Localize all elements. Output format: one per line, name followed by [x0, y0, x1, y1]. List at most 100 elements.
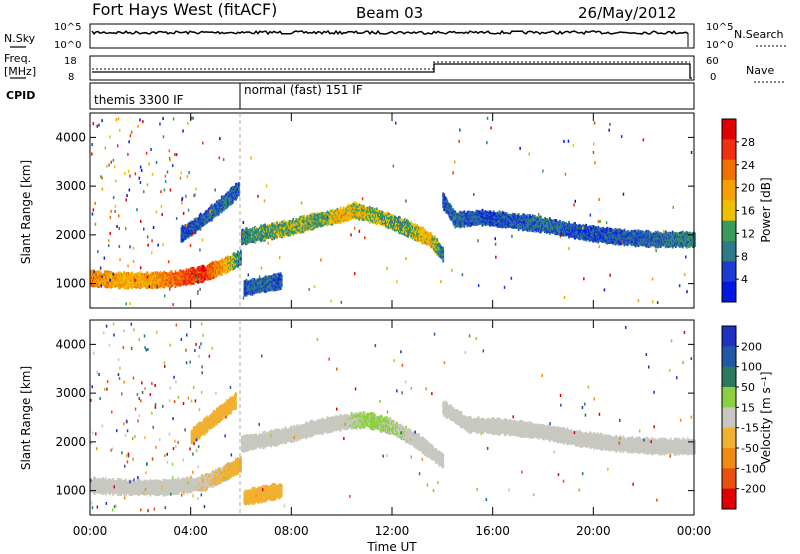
data-cell: [133, 273, 136, 276]
data-cell: [100, 278, 102, 281]
data-cell: [358, 203, 361, 207]
data-cell: [162, 272, 165, 275]
data-cell: [171, 275, 174, 278]
data-cell: [99, 273, 101, 276]
data-cell: [178, 282, 181, 285]
data-cell: [171, 273, 174, 277]
data-cell: [95, 277, 97, 281]
data-cell: [117, 278, 119, 282]
data-cell: [183, 272, 186, 275]
data-cell: [141, 275, 144, 278]
data-cell: [424, 228, 426, 231]
data-cell: [160, 282, 163, 285]
data-cell: [143, 273, 146, 276]
data-cell: [129, 275, 132, 279]
data-cell: [120, 280, 122, 283]
data-cell: [148, 279, 151, 282]
data-cell: [127, 285, 129, 288]
data-cell: [128, 277, 131, 280]
nsky-label: N.Sky: [4, 32, 36, 45]
data-cell: [111, 271, 113, 275]
data-cell: [189, 283, 192, 286]
data-cell: [165, 280, 168, 283]
data-cell: [139, 279, 142, 283]
data-cell: [132, 280, 135, 283]
data-cell: [188, 277, 191, 280]
data-cell: [184, 277, 187, 280]
data-cell: [155, 279, 158, 282]
data-cell: [185, 273, 188, 276]
data-cell: [112, 283, 114, 286]
data-cell: [138, 284, 141, 287]
data-cell: [135, 281, 138, 284]
data-cell: [126, 276, 128, 279]
data-cell: [120, 275, 122, 278]
data-cell: [192, 267, 195, 270]
data-cell: [136, 276, 139, 280]
data-cell: [152, 275, 155, 279]
data-cell: [177, 281, 180, 285]
data-cell: [191, 280, 194, 283]
data-cell: [185, 271, 188, 274]
data-cell: [163, 284, 166, 287]
data-cell: [170, 280, 173, 283]
data-cell: [96, 281, 98, 284]
data-cell: [174, 277, 177, 280]
data-cell: [157, 282, 160, 285]
data-cell: [107, 283, 109, 287]
data-cell: [136, 281, 139, 285]
data-cell: [102, 278, 104, 281]
data-cell: [134, 283, 137, 287]
data-cell: [98, 272, 100, 275]
data-cell: [122, 273, 124, 276]
data-cell: [181, 272, 184, 275]
data-cell: [94, 278, 96, 281]
data-cell: [188, 270, 191, 274]
data-cell: [119, 278, 121, 281]
data-cell: [102, 280, 104, 283]
data-cell: [117, 284, 119, 287]
data-cell: [171, 282, 174, 285]
data-cell: [106, 284, 108, 287]
data-cell: [167, 274, 170, 277]
data-cell: [126, 282, 128, 286]
data-cell: [103, 281, 105, 284]
data-cell: [142, 284, 145, 287]
data-cell: [144, 274, 147, 277]
data-cell: [179, 284, 182, 287]
data-cell: [125, 276, 127, 280]
data-cell: [94, 283, 96, 286]
data-cell: [153, 274, 156, 278]
data-cell: [172, 274, 175, 277]
data-cell: [161, 283, 164, 287]
data-cell: [127, 280, 129, 283]
data-cell: [190, 272, 193, 275]
data-cell: [161, 273, 164, 276]
data-cell: [136, 280, 139, 283]
data-cell: [100, 271, 102, 274]
data-cell: [140, 277, 143, 281]
data-cell: [108, 284, 110, 287]
data-cell: [142, 274, 145, 277]
data-cell: [96, 276, 98, 279]
data-cell: [419, 226, 421, 229]
data-cell: [517, 213, 520, 216]
data-cell: [99, 283, 101, 287]
data-cell: [103, 273, 105, 276]
data-cell: [108, 277, 110, 280]
freq-panel-frame: [89, 55, 695, 81]
data-cell: [122, 276, 124, 280]
data-cell: [146, 278, 149, 281]
data-cell: [163, 279, 166, 282]
data-cell: [109, 283, 111, 286]
data-cell: [188, 275, 191, 279]
data-cell: [143, 283, 146, 286]
data-cell: [124, 280, 126, 284]
data-cell: [180, 281, 183, 284]
data-cell: [183, 270, 186, 273]
data-cell: [177, 276, 180, 280]
data-cell: [167, 275, 170, 279]
data-cell: [113, 279, 115, 282]
freq-trace: [92, 63, 692, 79]
data-cell: [98, 275, 100, 278]
